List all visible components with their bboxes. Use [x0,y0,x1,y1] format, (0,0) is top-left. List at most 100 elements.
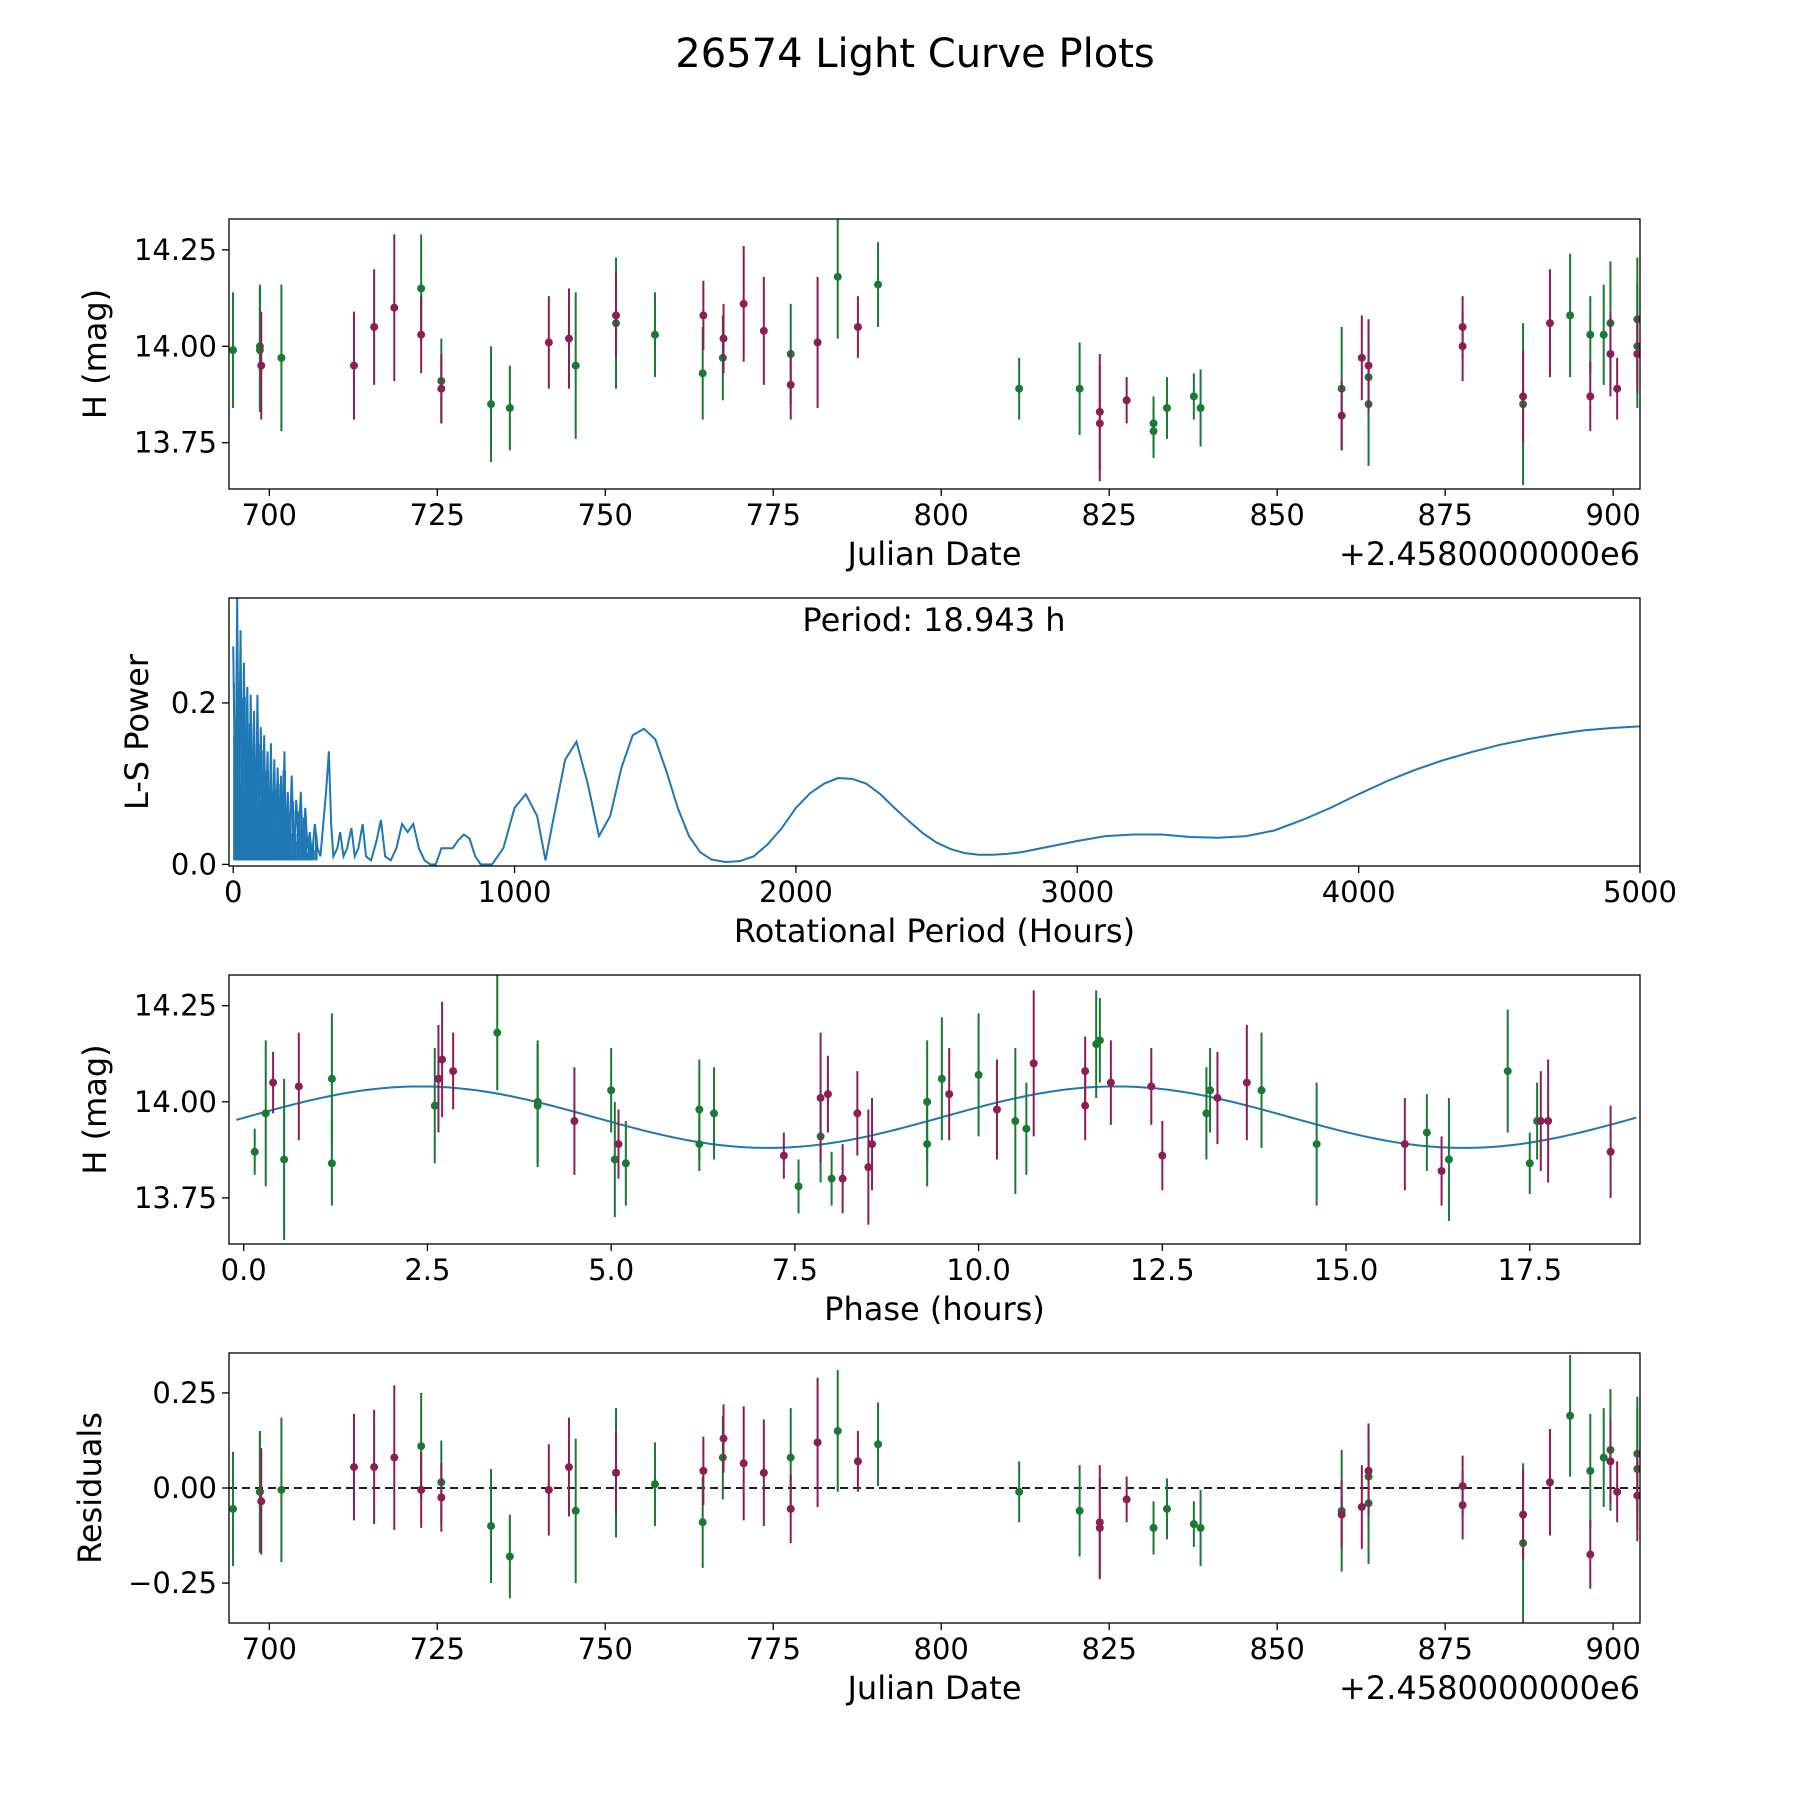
data-point-green [698,1518,707,1527]
x-tick-label: 700 [242,1632,297,1666]
data-point-green [487,400,496,409]
data-point-green [974,1070,983,1079]
x-tick-label: 7.5 [772,1253,818,1287]
x-tick-label: 12.5 [1130,1253,1195,1287]
x-tick-label: 2.5 [404,1253,450,1287]
data-point-green [277,353,286,362]
axes-frame [228,974,1641,1245]
data-point-green [255,346,264,355]
data-point-purple [1606,1147,1615,1156]
y-axis-label: H (mag) [76,1044,114,1174]
data-point-purple [1242,1078,1251,1087]
panel-raw: 700 725 750 775 800 825 850 875 900 13.75 14.00 14.… [76,218,1641,573]
data-point-green [1149,1523,1158,1532]
data-point-green [650,330,659,339]
y-tick-label: 14.25 [134,233,217,267]
data-point-purple [370,1463,379,1472]
data-point-green [833,1426,842,1435]
data-point-purple [945,1090,954,1099]
data-point-purple [1122,396,1131,405]
data-point-green [874,1440,883,1449]
data-point-purple [813,1438,822,1447]
data-point-purple [1606,1457,1615,1466]
data-point-green [1162,1504,1171,1513]
y-axis-label: H (mag) [76,289,114,419]
data-point-purple [1095,419,1104,428]
data-point-green [417,1442,426,1451]
data-point-green [1011,1117,1020,1126]
x-tick-label: 15.0 [1314,1253,1379,1287]
data-point-green [1599,330,1608,339]
data-point-green [794,1182,803,1191]
data-point-green [786,1453,795,1462]
panel-data-layer [232,598,1640,866]
data-point-purple [1106,1078,1115,1087]
data-point-green [1586,1466,1595,1475]
panel-data-layer [229,219,1640,486]
data-point-green [1503,1067,1512,1076]
data-point-purple [1364,361,1373,370]
figure-title: 26574 Light Curve Plots [675,31,1154,77]
y-tick-label: 0.0 [171,847,217,881]
x-tick-label: 3000 [1040,875,1114,909]
data-point-purple [1081,1101,1090,1110]
x-tick-label: 750 [578,1632,633,1666]
x-tick-label: 800 [914,1632,969,1666]
axes-frame [228,218,1641,490]
data-point-green [1525,1159,1534,1168]
data-point-green [493,1028,502,1037]
data-point-green [250,1147,259,1156]
data-point-green [1015,1487,1024,1496]
data-point-purple [779,1151,788,1160]
data-point-green [621,1159,630,1168]
x-axis-label: Julian Date [845,1669,1021,1707]
data-point-purple [1437,1166,1446,1175]
data-point-purple [1213,1093,1222,1102]
data-point-purple [269,1078,278,1087]
x-tick-label: 725 [410,1632,465,1666]
x-tick-label: 2000 [759,875,833,909]
data-point-green [1022,1124,1031,1133]
x-axis-label: Phase (hours) [824,1290,1045,1328]
data-point-purple [434,1074,443,1083]
data-point-purple [349,361,358,370]
data-point-green [505,404,514,412]
period-annotation: Period: 18.943 h [802,601,1065,639]
data-point-green [1206,1086,1215,1095]
data-point-purple [544,338,553,347]
data-point-purple [786,380,795,389]
x-tick-label: 850 [1249,1632,1304,1666]
y-axis-label: Residuals [71,1412,109,1564]
y-tick-label: −0.25 [128,1566,217,1600]
data-point-purple [1337,411,1346,420]
data-point-purple [544,1485,553,1494]
data-point-green [255,1487,264,1496]
data-point-green [1015,384,1024,393]
data-point-green [1196,404,1205,412]
data-point-purple [612,1468,621,1477]
data-point-purple [813,338,822,347]
data-point-green [229,346,238,355]
data-point-green [1189,392,1198,401]
data-point-purple [853,1109,862,1118]
data-point-purple [1613,1487,1622,1496]
data-point-purple [257,361,266,370]
data-point-green [1599,1453,1608,1462]
data-point-green [1189,1520,1198,1529]
data-point-green [1422,1128,1431,1137]
x-tick-label: 775 [746,1632,801,1666]
y-tick-label: 0.2 [171,686,217,720]
panel-residuals: 700 725 750 775 800 825 850 875 900 −0.25 0.00 0.25… [71,1352,1641,1707]
data-point-purple [853,323,862,331]
data-point-purple [1633,1491,1640,1500]
data-point-green [610,1155,619,1164]
x-axis-label: Rotational Period (Hours) [734,912,1135,950]
data-point-green [327,1159,336,1168]
data-point-green [695,1140,704,1149]
data-point-purple [1519,392,1528,401]
x-tick-label: 750 [578,498,633,532]
data-point-purple [786,1504,795,1513]
data-point-purple [759,1468,768,1477]
data-point-purple [1613,384,1622,393]
data-point-green [1149,427,1158,436]
